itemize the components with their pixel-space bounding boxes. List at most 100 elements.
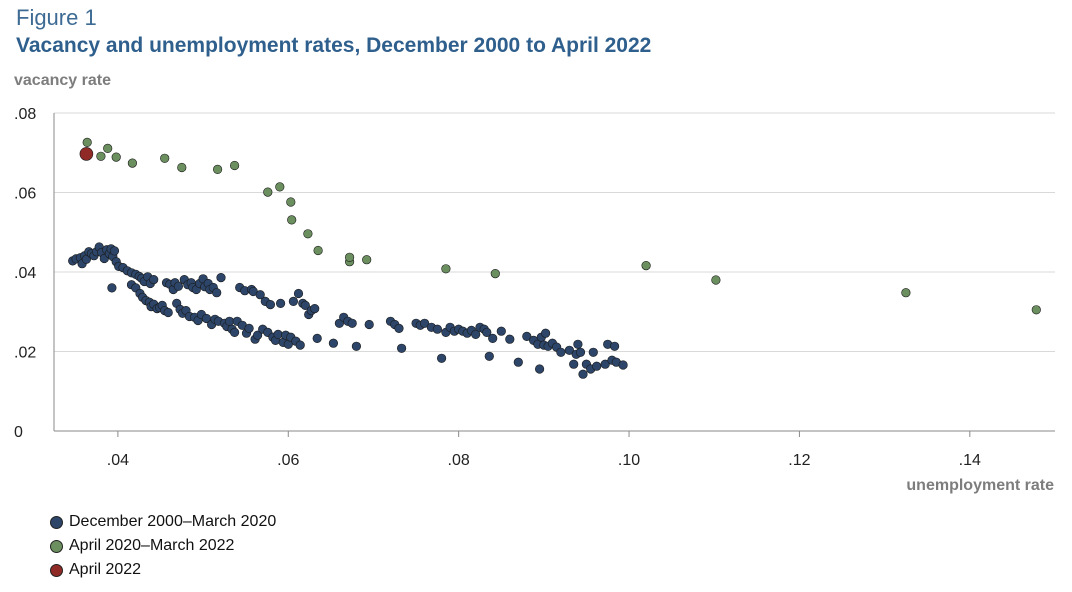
data-point	[394, 323, 404, 334]
x-tick-label: .14	[959, 452, 981, 469]
data-point	[471, 329, 481, 340]
data-point	[265, 300, 276, 310]
data-point	[540, 328, 551, 338]
data-point	[253, 330, 263, 340]
data-point	[432, 324, 443, 334]
data-point	[286, 197, 296, 207]
axes	[53, 113, 1055, 437]
data-point	[573, 339, 583, 349]
data-point	[177, 162, 187, 173]
data-point	[109, 246, 120, 256]
legend-label: April 2020–March 2022	[69, 537, 235, 554]
data-point	[575, 347, 586, 357]
data-point	[276, 298, 286, 309]
y-tick-label: .08	[14, 106, 36, 123]
data-point	[578, 369, 588, 379]
legend-item-pre-pandemic: December 2000–March 2020	[50, 510, 276, 534]
y-tick-label: 0	[14, 424, 23, 441]
data-point	[592, 361, 602, 371]
data-point	[588, 347, 598, 357]
data-point	[82, 137, 92, 147]
data-point	[351, 341, 362, 351]
legend-item-latest: April 2022	[50, 558, 276, 582]
data-point	[490, 269, 500, 279]
x-axis-title: unemployment rate	[906, 477, 1054, 494]
x-tick-label: .12	[788, 452, 810, 469]
y-axis-title: vacancy rate	[14, 72, 111, 89]
legend-label: December 2000–March 2020	[69, 513, 277, 530]
data-point	[149, 275, 159, 285]
data-point	[287, 215, 297, 225]
data-point	[173, 281, 183, 291]
data-point	[711, 275, 721, 285]
data-point	[564, 345, 575, 355]
data-point	[556, 347, 566, 357]
data-point	[522, 331, 532, 342]
legend-item-pandemic: April 2020–March 2022	[50, 534, 276, 558]
data-point	[300, 300, 310, 311]
data-point	[364, 319, 374, 330]
data-point	[362, 255, 372, 265]
x-tick-label: .06	[277, 452, 299, 469]
chart-title: Vacancy and unemployment rates, December…	[16, 34, 652, 57]
data-point	[263, 187, 273, 197]
data-point	[230, 327, 240, 338]
data-point	[569, 359, 579, 369]
data-point	[312, 333, 322, 344]
data-point	[609, 341, 620, 351]
legend-label: April 2022	[69, 561, 142, 578]
data-point	[244, 323, 254, 334]
data-point	[111, 152, 121, 162]
data-point	[275, 182, 285, 192]
data-point	[534, 364, 545, 374]
data-point	[107, 283, 117, 293]
data-point	[216, 273, 226, 283]
data-point	[488, 333, 498, 344]
legend: December 2000–March 2020 April 2020–Marc…	[50, 510, 276, 582]
data-point	[1031, 305, 1041, 315]
legend-marker-icon	[50, 563, 63, 577]
y-tick-labels: 0 .02 .04 .06 .08	[14, 106, 36, 441]
data-point	[230, 160, 240, 171]
data-point	[212, 288, 222, 298]
data-point	[79, 147, 94, 161]
data-point	[600, 359, 610, 369]
data-point	[397, 343, 407, 353]
data-point	[482, 327, 492, 338]
y-tick-label: .04	[14, 265, 36, 282]
data-point	[347, 318, 357, 328]
x-tick-label: .10	[618, 452, 640, 469]
data-point	[345, 252, 355, 262]
data-point	[505, 334, 515, 344]
data-point	[96, 151, 106, 161]
x-tick-label: .08	[448, 452, 470, 469]
data-point	[641, 261, 651, 271]
data-point	[288, 296, 299, 307]
data-point	[618, 360, 628, 370]
y-tick-label: .06	[14, 186, 36, 203]
legend-marker-icon	[50, 515, 63, 529]
data-point	[163, 307, 173, 318]
data-point	[901, 288, 911, 298]
data-point	[441, 264, 451, 274]
data-point	[420, 318, 430, 328]
data-points	[68, 137, 1041, 379]
data-point	[310, 304, 320, 314]
data-point	[127, 158, 137, 168]
data-point	[295, 340, 305, 350]
legend-marker-icon	[50, 539, 63, 553]
data-point	[224, 316, 235, 326]
data-point	[513, 357, 523, 367]
scatter-plot: 0 .02 .04 .06 .08 .04 .06 .08 .10 .12 .14	[14, 106, 1055, 469]
data-point	[484, 351, 494, 361]
x-tick-label: .04	[107, 452, 129, 469]
data-point	[293, 288, 304, 299]
y-tick-label: .02	[14, 345, 36, 362]
data-point	[328, 338, 339, 348]
data-point	[160, 153, 170, 163]
figure-label: Figure 1	[16, 5, 97, 30]
data-point	[255, 290, 265, 300]
data-point	[273, 329, 283, 340]
gridlines	[54, 112, 1055, 352]
data-point	[496, 326, 506, 336]
